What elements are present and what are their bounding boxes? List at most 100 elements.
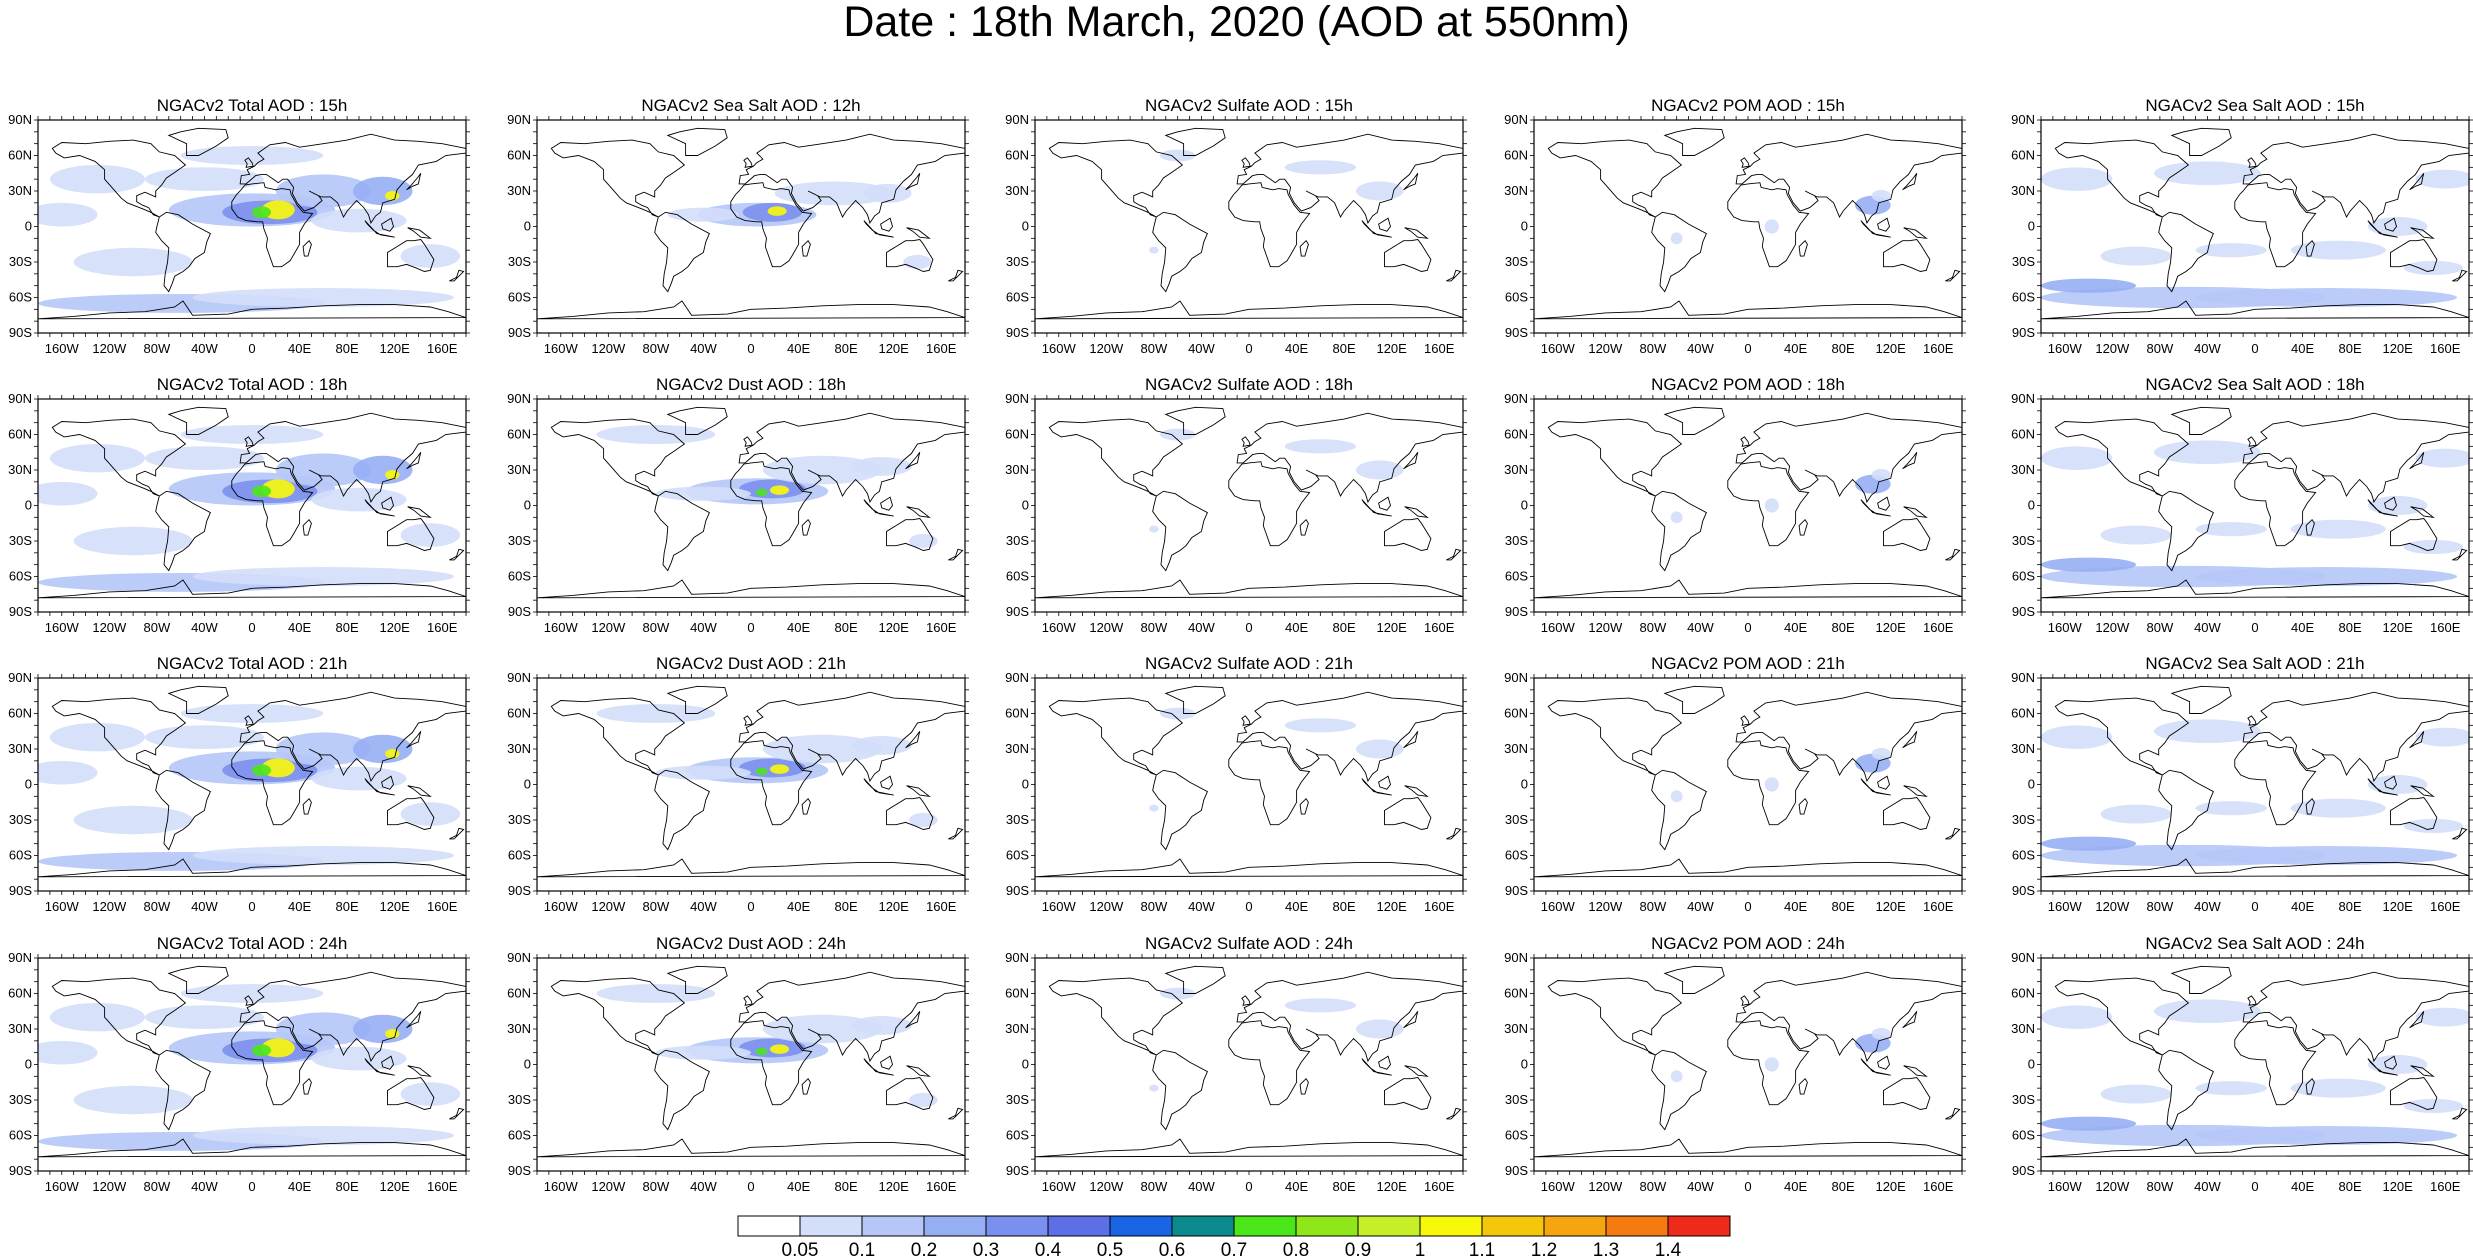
colorbar-label: 0.9 xyxy=(1345,1240,1371,1260)
coastline xyxy=(1860,220,1891,238)
colorbar-swatch xyxy=(737,1215,801,1237)
coastline xyxy=(38,1138,466,1158)
map-panel: NGACv2 POM AOD : 24h 90N 60N 30N 0 30S 60S 90S 1… xyxy=(1504,934,1966,1194)
lon-tick-label: 0 xyxy=(2251,899,2258,914)
panel-title: NGACv2 Dust AOD : 21h xyxy=(656,654,846,673)
aod-patch xyxy=(49,443,145,473)
colorbar-swatch xyxy=(1419,1215,1483,1237)
lon-tick-label: 160E xyxy=(2430,899,2461,914)
lat-tick-label: 30N xyxy=(507,462,531,477)
map-panel: NGACv2 Sulfate AOD : 18h 90N 60N 30N 0 30S 60S… xyxy=(1005,375,1467,635)
aod-patch xyxy=(2195,1081,2267,1096)
coastline xyxy=(2367,1058,2398,1076)
lat-tick-label: 60N xyxy=(1504,427,1528,442)
aod-patch xyxy=(770,1044,790,1054)
aod-patch xyxy=(73,805,193,835)
aod-patch xyxy=(1159,149,1196,162)
coastline xyxy=(2390,518,2438,551)
coastline xyxy=(1877,496,1890,511)
coastline xyxy=(1740,715,1750,726)
coastline xyxy=(155,769,211,851)
coastline xyxy=(2305,797,2315,815)
lat-tick-label: 30S xyxy=(9,812,32,827)
coastline xyxy=(1236,412,1463,503)
coastline xyxy=(239,691,466,783)
coastline xyxy=(2041,300,2469,320)
coastline xyxy=(1228,461,1311,547)
aod-patch xyxy=(1159,428,1196,441)
lat-tick-label: 90N xyxy=(1504,950,1528,965)
coastline xyxy=(1547,418,1683,497)
lat-tick-label: 90S xyxy=(508,325,531,340)
coastline xyxy=(1048,418,1184,497)
colorbar-swatch xyxy=(1357,1215,1421,1237)
coastline xyxy=(1735,691,1962,783)
coastline xyxy=(1547,977,1683,1056)
coastline xyxy=(2409,452,2425,470)
aod-patch xyxy=(252,1044,272,1057)
aod-patch xyxy=(2153,440,2261,465)
lat-tick-label: 30S xyxy=(508,254,531,269)
coastline xyxy=(1403,173,1419,191)
coastline xyxy=(406,1011,422,1029)
lon-tick-label: 40W xyxy=(191,620,218,635)
lat-tick-label: 0 xyxy=(2028,777,2035,792)
lon-tick-label: 0 xyxy=(2251,341,2258,356)
aod-patch xyxy=(180,984,324,1003)
aod-patch xyxy=(1764,219,1779,234)
coastline xyxy=(449,269,465,282)
aod-patch xyxy=(755,767,768,776)
lon-tick-label: 0 xyxy=(2251,1179,2258,1194)
coastline xyxy=(880,217,893,232)
aod-patch xyxy=(1356,181,1404,201)
coastline xyxy=(2367,499,2398,517)
panel-title: NGACv2 Sulfate AOD : 18h xyxy=(1145,375,1353,394)
aod-patch xyxy=(2041,1005,2113,1029)
lon-tick-label: 80W xyxy=(144,341,171,356)
aod-patch xyxy=(38,1040,98,1065)
lon-tick-label: 40W xyxy=(1188,1179,1215,1194)
lon-tick-label: 160E xyxy=(1923,1179,1954,1194)
aerosol-field xyxy=(38,965,466,1158)
coastline xyxy=(155,490,211,572)
lat-tick-label: 90S xyxy=(2012,883,2035,898)
coastline xyxy=(1727,740,1810,826)
coastline xyxy=(2054,139,2190,218)
lat-tick-label: 0 xyxy=(25,498,32,513)
lon-tick-label: 160W xyxy=(544,341,579,356)
aod-patch xyxy=(2195,522,2267,537)
aod-patch xyxy=(852,456,912,476)
lat-tick-label: 90S xyxy=(1505,325,1528,340)
lat-tick-label: 30N xyxy=(1504,1021,1528,1036)
coastline xyxy=(880,1055,893,1070)
coastline xyxy=(801,1077,811,1095)
coastline xyxy=(863,220,894,238)
lat-tick-label: 30N xyxy=(1005,462,1029,477)
panel-title: NGACv2 Dust AOD : 24h xyxy=(656,934,846,953)
coastline xyxy=(406,731,422,749)
aod-patch xyxy=(2195,801,2267,816)
colorbar-swatch xyxy=(1171,1215,1235,1237)
aod-patch xyxy=(1356,460,1404,480)
lon-tick-label: 160E xyxy=(427,899,458,914)
coastline xyxy=(550,139,686,218)
lon-tick-label: 40W xyxy=(1687,341,1714,356)
aerosol-field xyxy=(1035,685,1463,878)
coastline xyxy=(654,1049,710,1131)
coastline xyxy=(2390,1077,2438,1110)
lat-tick-label: 30S xyxy=(2012,1092,2035,1107)
coastline xyxy=(906,1065,931,1077)
panel-title: NGACv2 POM AOD : 15h xyxy=(1651,96,1845,115)
aod-patch xyxy=(192,288,455,307)
lon-tick-label: 120E xyxy=(2382,899,2413,914)
lon-tick-label: 40W xyxy=(2194,341,2221,356)
aod-patch xyxy=(38,760,98,785)
coastline xyxy=(2170,127,2232,156)
lon-tick-label: 0 xyxy=(1245,620,1252,635)
coastline xyxy=(1299,1077,1309,1095)
coastline xyxy=(231,740,314,826)
aod-patch xyxy=(353,1014,413,1044)
coastline xyxy=(387,239,435,272)
map-background xyxy=(1534,399,1962,612)
